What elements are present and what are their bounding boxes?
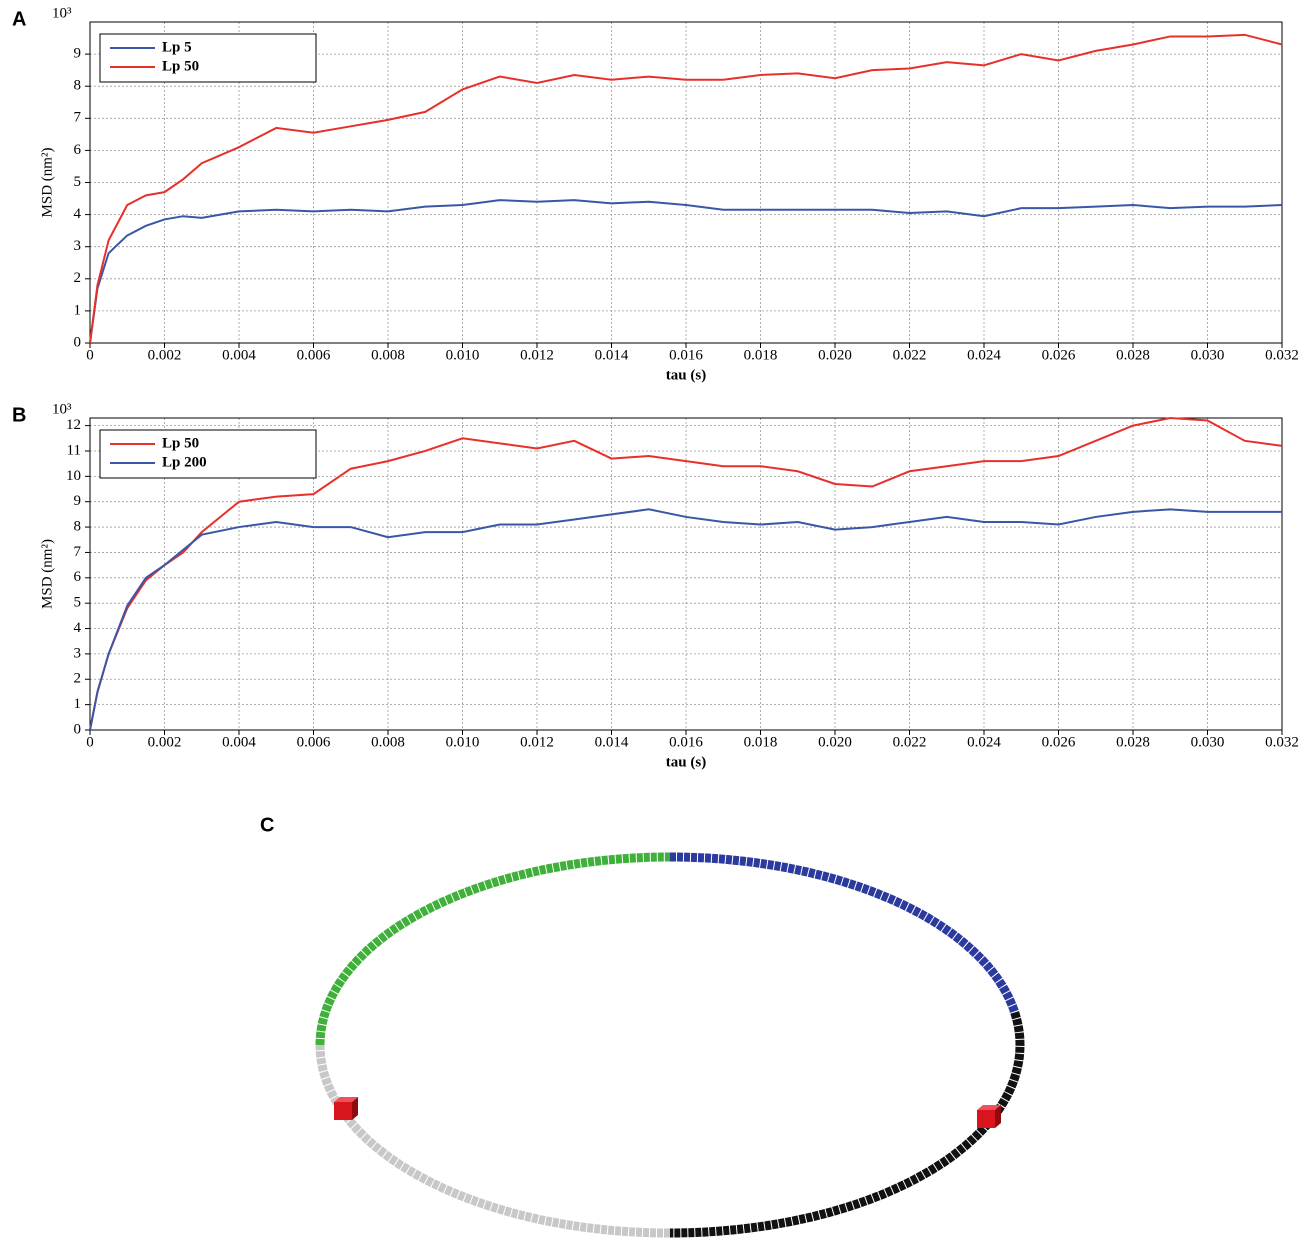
x-tick-label: 0.022 [893,347,927,363]
x-tick-label: 0.030 [1191,734,1225,750]
y-tick-label: 6 [74,142,82,158]
x-tick-label: 0.002 [148,347,182,363]
x-tick-label: 0.024 [967,734,1001,750]
anchor-cube-side [352,1097,358,1120]
ring-diagram [315,852,1025,1238]
x-tick-label: 0.030 [1191,347,1225,363]
legend-label: Lp 5 [162,39,192,55]
ring-segment [315,1044,670,1238]
y-multiplier: 10³ [52,5,72,21]
x-tick-label: 0.016 [669,347,703,363]
legend-box [99,429,317,479]
x-tick-label: 0 [86,734,94,750]
x-tick-label: 0.008 [371,347,405,363]
x-tick-label: 0.032 [1265,734,1299,750]
x-tick-label: 0.004 [222,347,256,363]
panel-label: C [260,814,274,836]
y-axis-label: MSD (nm²) [39,148,55,218]
y-tick-label: 10 [66,468,81,484]
plot-frame [89,21,1283,344]
x-tick-label: 0.010 [446,734,480,750]
y-tick-label: 0 [74,721,82,737]
data-line [89,508,1282,731]
x-tick-label: 0.010 [446,347,480,363]
x-tick-label: 0.028 [1116,347,1150,363]
anchor-cube-top [334,1097,358,1102]
legend-label: Lp 50 [162,435,199,451]
x-tick-label: 0.032 [1265,347,1299,363]
x-axis-label: tau (s) [666,754,706,770]
y-tick-label: 2 [74,270,82,286]
ring-segment [670,852,1019,1014]
y-tick-label: 7 [74,110,82,126]
x-tick-label: 0.014 [595,734,629,750]
x-tick-label: 0.018 [744,734,778,750]
x-tick-label: 0.006 [297,347,331,363]
anchor-cube [334,1102,352,1120]
plot-frame [89,417,1283,731]
y-tick-label: 5 [74,595,82,611]
x-tick-label: 0.012 [520,734,554,750]
x-tick-label: 0.028 [1116,734,1150,750]
data-line [89,33,1283,344]
y-tick-label: 7 [74,544,82,560]
x-tick-label: 0.008 [371,734,405,750]
panel-label: B [12,404,26,426]
y-tick-label: 11 [67,442,81,458]
x-tick-label: 0.020 [818,347,852,363]
y-multiplier: 10³ [52,401,72,417]
y-tick-label: 9 [74,493,82,509]
panel-label: A [12,8,26,30]
anchor-cube-side [995,1105,1001,1128]
data-line [89,416,1283,731]
y-tick-label: 5 [74,174,82,190]
x-tick-label: 0.002 [148,734,182,750]
y-tick-label: 9 [74,46,82,62]
ring-segment [670,1011,1025,1238]
y-tick-label: 6 [74,569,82,585]
y-tick-label: 4 [74,206,82,222]
anchor-cube-top [977,1105,1001,1110]
y-axis-label: MSD (nm²) [39,539,55,609]
x-axis-label: tau (s) [666,367,706,383]
y-tick-label: 1 [74,302,82,318]
y-tick-label: 1 [74,696,82,712]
y-tick-label: 0 [74,334,82,350]
x-tick-label: 0.012 [520,347,554,363]
data-line [89,199,1283,344]
y-tick-label: 2 [74,671,82,687]
anchor-cube [977,1110,995,1128]
y-tick-label: 12 [66,417,81,433]
ring-segment [315,852,670,1046]
legend-label: Lp 200 [162,454,207,470]
x-tick-label: 0.020 [818,734,852,750]
x-tick-label: 0.014 [595,347,629,363]
x-tick-label: 0.026 [1042,734,1076,750]
legend-box [99,33,317,83]
x-tick-label: 0.018 [744,347,778,363]
y-tick-label: 4 [74,620,82,636]
y-tick-label: 8 [74,78,82,94]
legend-label: Lp 50 [162,58,199,74]
x-tick-label: 0.006 [297,734,331,750]
y-tick-label: 8 [74,519,82,535]
x-tick-label: 0.016 [669,734,703,750]
x-tick-label: 0.024 [967,347,1001,363]
x-tick-label: 0.004 [222,734,256,750]
x-tick-label: 0 [86,347,94,363]
x-tick-label: 0.022 [893,734,927,750]
y-tick-label: 3 [74,238,82,254]
x-tick-label: 0.026 [1042,347,1076,363]
y-tick-label: 3 [74,645,82,661]
